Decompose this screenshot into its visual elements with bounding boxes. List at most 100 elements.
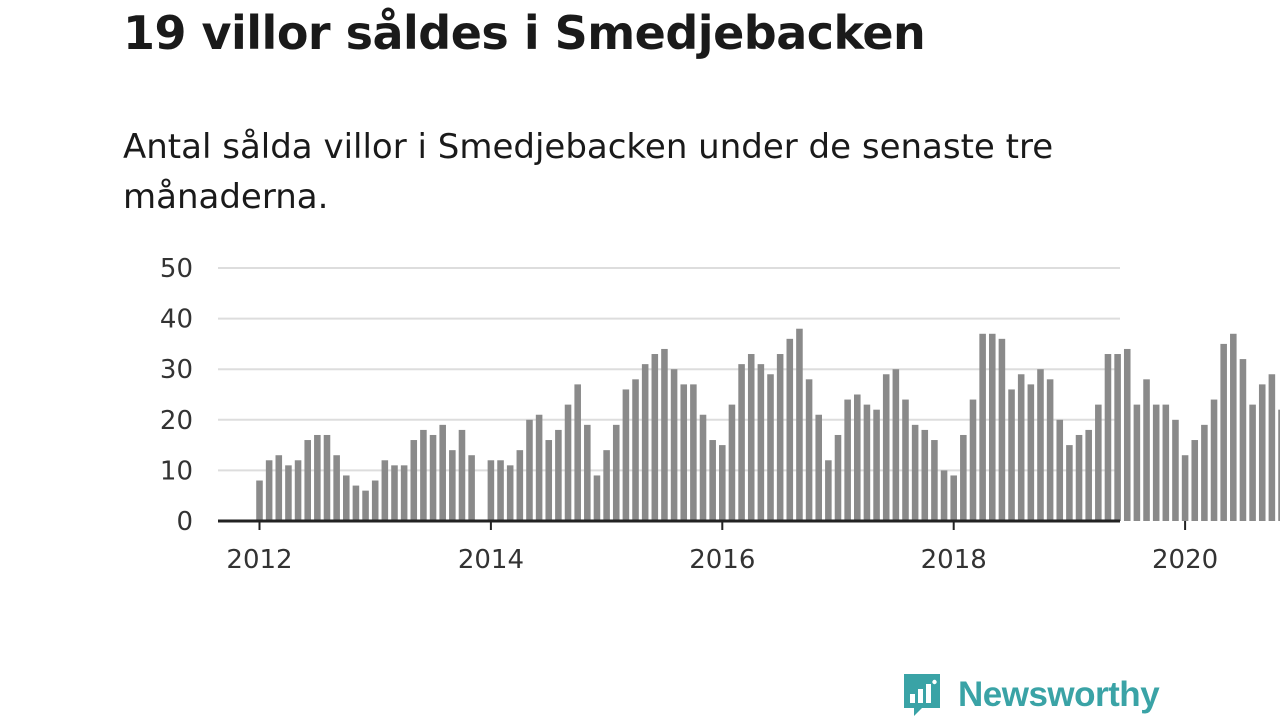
bar [362, 490, 369, 521]
bar [815, 414, 822, 521]
bar [1143, 379, 1150, 521]
chart-title: 19 villor såldes i Smedjebacken [123, 6, 926, 60]
bar [1152, 404, 1160, 521]
bar [420, 429, 427, 521]
bar [805, 379, 813, 521]
bar [1249, 404, 1256, 521]
bar [535, 414, 543, 521]
y-tick-label: 10 [160, 456, 193, 486]
bar [921, 429, 929, 521]
bar [738, 364, 745, 521]
bar [545, 440, 553, 521]
y-tick-label: 0 [176, 507, 193, 537]
newsworthy-logo: Newsworthy [902, 670, 1160, 720]
bar [796, 328, 803, 521]
bar [776, 354, 784, 521]
bar [371, 480, 379, 521]
bar [256, 480, 263, 521]
y-axis-ticks: 0 10 20 30 40 50 [160, 254, 193, 537]
y-tick-label: 20 [160, 406, 193, 436]
bar [632, 379, 639, 521]
x-axis-ticks: 20122014201620182020202220242026 [226, 521, 1218, 575]
bar [1037, 369, 1044, 521]
bar [304, 440, 311, 521]
bar [661, 348, 668, 521]
bar [1278, 409, 1280, 521]
bar [747, 354, 755, 521]
bar [979, 333, 986, 521]
bar [911, 424, 919, 521]
bar [680, 384, 688, 521]
bar [1220, 343, 1227, 521]
bar [343, 475, 350, 521]
bar [584, 424, 591, 521]
y-tick-label: 40 [160, 305, 193, 335]
bar [1133, 404, 1141, 521]
bar [400, 465, 408, 521]
x-tick-label: 2012 [226, 545, 292, 575]
bar [506, 465, 514, 521]
bar [333, 455, 340, 521]
bar [468, 455, 475, 521]
bar [969, 399, 977, 521]
bar [1181, 455, 1189, 521]
bar [1104, 354, 1112, 521]
bar [1268, 374, 1276, 521]
bar [1210, 399, 1218, 521]
bar [670, 369, 678, 521]
bar [265, 460, 273, 521]
grid-lines [218, 267, 1120, 472]
bar [612, 424, 620, 521]
bar [709, 440, 716, 521]
bar [844, 399, 851, 521]
bar [1114, 354, 1121, 521]
bar [854, 394, 861, 521]
x-tick-label: 2018 [921, 545, 987, 575]
bar [1123, 348, 1131, 521]
bar [1258, 384, 1266, 521]
bar [1095, 404, 1102, 521]
bar [574, 384, 581, 521]
bar [1056, 419, 1064, 521]
bar [728, 404, 736, 521]
bar [294, 460, 302, 521]
bar [834, 434, 842, 521]
bar [902, 399, 909, 521]
bar [516, 450, 524, 521]
bar [1239, 359, 1247, 521]
bar [988, 333, 996, 521]
bar [352, 485, 360, 521]
bar [458, 429, 466, 521]
bar [497, 460, 504, 521]
bar [439, 424, 446, 521]
bar [651, 354, 659, 521]
bar [960, 434, 967, 521]
bar [314, 434, 321, 521]
bar [449, 450, 456, 521]
y-tick-label: 50 [160, 254, 193, 284]
bar [863, 404, 871, 521]
bar [719, 445, 726, 521]
bar [1017, 374, 1025, 521]
bar [1066, 445, 1073, 521]
bar [410, 440, 418, 521]
bar [699, 414, 707, 521]
bar [1075, 434, 1083, 521]
bar [275, 455, 283, 521]
x-tick-label: 2020 [1152, 545, 1218, 575]
bar [767, 374, 774, 521]
bar [323, 434, 331, 521]
bar [1172, 419, 1179, 521]
bar [429, 434, 437, 521]
bar [882, 374, 890, 521]
bar [931, 440, 938, 521]
bar [593, 475, 601, 521]
bar [1230, 333, 1237, 521]
bar [998, 338, 1006, 521]
bars [256, 328, 1280, 521]
bar [1046, 379, 1054, 521]
bar [786, 338, 794, 521]
chart-subtitle: Antal sålda villor i Smedjebacken under … [123, 127, 1054, 217]
bar [641, 364, 649, 521]
